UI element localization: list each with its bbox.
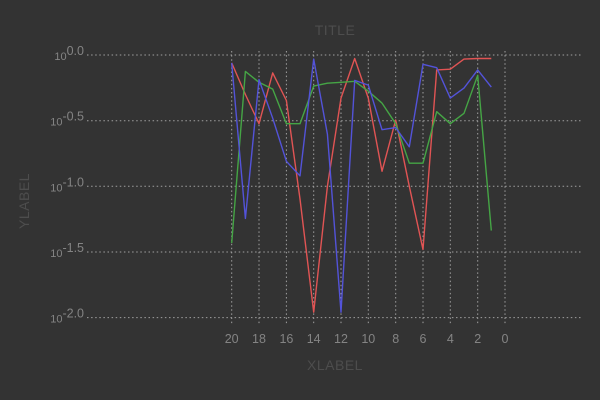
x-tick-label: 0 — [502, 332, 509, 346]
series-green-line — [231, 70, 492, 244]
y-tick-label: 10-0.5 — [50, 110, 84, 129]
y-axis-label: YLABEL — [16, 173, 32, 229]
gridlines — [87, 51, 583, 325]
x-tick-label: 16 — [279, 332, 293, 346]
y-tick-labels: 100.0 10-0.5 10-1.0 10-1.5 10-2.0 — [50, 44, 84, 326]
y-tick-label: 10-2.0 — [50, 307, 84, 326]
x-tick-label: 18 — [252, 332, 266, 346]
x-tick-label: 14 — [307, 332, 321, 346]
x-tick-label: 12 — [334, 332, 348, 346]
x-tick-label: 10 — [361, 332, 375, 346]
y-tick-label: 10-1.0 — [50, 175, 84, 194]
x-tick-label: 4 — [447, 332, 454, 346]
x-tick-label: 2 — [474, 332, 481, 346]
y-tick-label: 10-1.5 — [50, 241, 84, 260]
y-tick-label: 100.0 — [54, 44, 84, 63]
x-tick-labels: 20 18 16 14 12 10 8 6 4 2 0 — [225, 332, 509, 346]
series-red-line — [231, 57, 492, 313]
x-axis-label: XLABEL — [307, 357, 363, 373]
x-tick-label: 20 — [225, 332, 239, 346]
series-blue-line — [231, 58, 492, 313]
chart-title: TITLE — [314, 22, 356, 38]
x-tick-label: 8 — [392, 332, 399, 346]
x-tick-label: 6 — [420, 332, 427, 346]
